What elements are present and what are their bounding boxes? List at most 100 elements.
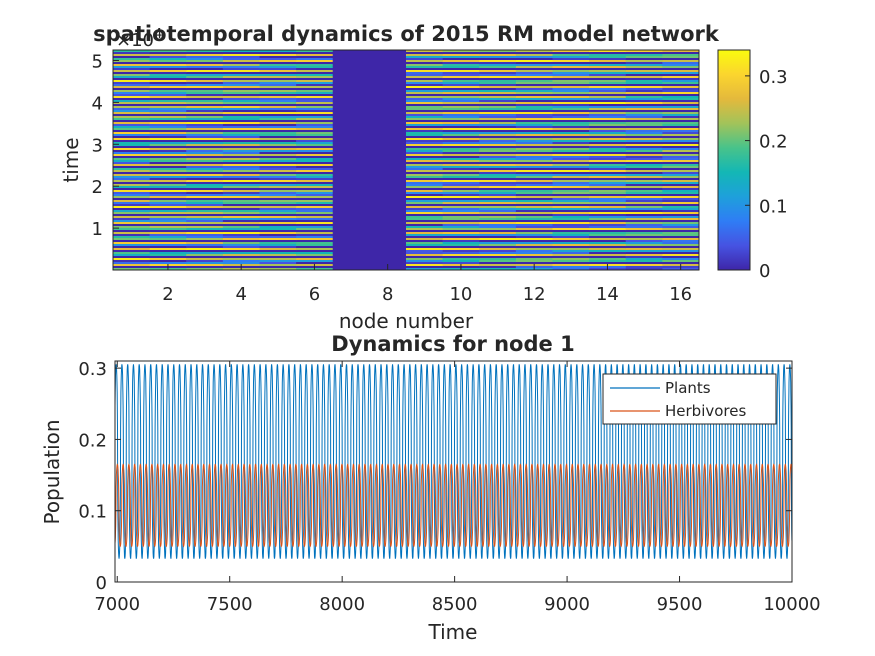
heatmap-cell (149, 236, 187, 239)
heatmap-cell (296, 130, 334, 133)
heatmap-cell (589, 74, 627, 77)
heatmap-cell (296, 194, 334, 197)
heatmap-cell (442, 238, 480, 241)
heatmap-cell (113, 212, 151, 215)
heatmap-cell (259, 250, 297, 253)
heatmap-cell (589, 70, 627, 73)
heatmap-cell (406, 84, 444, 87)
heatmap-cell (113, 154, 151, 157)
heatmap-cell (552, 138, 590, 141)
heatmap-cell (186, 116, 224, 119)
heatmap-cell (479, 76, 517, 79)
heatmap-cell (479, 206, 517, 209)
heatmap-cell (149, 208, 187, 211)
heatmap-cell (296, 188, 334, 191)
heatmap-cell (625, 238, 663, 241)
heatmap-cell (442, 88, 480, 91)
heatmap-cell (515, 240, 553, 243)
heatmap-cell (113, 220, 151, 223)
heatmap-cell (369, 76, 407, 79)
heatmap-cell (332, 254, 370, 257)
heatmap-cell (149, 68, 187, 71)
heatmap-cell (625, 204, 663, 207)
heatmap-cell (296, 156, 334, 159)
heatmap-cell (332, 58, 370, 61)
heatmap-cell (406, 58, 444, 61)
heatmap-cell (479, 170, 517, 173)
heatmap-cell (515, 88, 553, 91)
heatmap-cell (406, 88, 444, 91)
heatmap-cell (113, 102, 151, 105)
heatmap-cell (479, 86, 517, 89)
heatmap-cell (332, 166, 370, 169)
heatmap-cell (515, 156, 553, 159)
heatmap-cell (625, 56, 663, 59)
heatmap-cell (625, 62, 663, 65)
heatmap-cell (149, 126, 187, 129)
heatmap-cell (296, 52, 334, 55)
heatmap-cell (186, 94, 224, 97)
heatmap-cell (662, 156, 700, 159)
heatmap-cell (332, 78, 370, 81)
heatmap-cell (113, 112, 151, 115)
heatmap-cell (625, 212, 663, 215)
heatmap-cell (662, 162, 700, 165)
heatmap-cell (406, 76, 444, 79)
heatmap-cell (406, 104, 444, 107)
heatmap-cell (589, 260, 627, 263)
heatmap-cell (625, 264, 663, 267)
heatmap-cell (625, 148, 663, 151)
heatmap-cell (113, 268, 151, 271)
heatmap-cell (259, 204, 297, 207)
heatmap-cell (186, 234, 224, 237)
heatmap-cell (113, 94, 151, 97)
heatmap-cell (113, 222, 151, 225)
heatmap-cell (589, 52, 627, 55)
heatmap-cell (479, 70, 517, 73)
heatmap-cell (442, 82, 480, 85)
heatmap-cell (149, 52, 187, 55)
heatmap-y-label: time (59, 137, 83, 182)
heatmap-cell (479, 136, 517, 139)
heatmap-cell (406, 56, 444, 59)
heatmap-cell (589, 142, 627, 145)
heatmap-cell (186, 160, 224, 163)
heatmap-cell (406, 250, 444, 253)
heatmap-cell (369, 258, 407, 261)
heatmap-cell (332, 240, 370, 243)
heatmap-cell (332, 264, 370, 267)
heatmap-cell (369, 132, 407, 135)
heatmap-cell (406, 132, 444, 135)
heatmap-cell (442, 246, 480, 249)
heatmap-cell (332, 214, 370, 217)
heatmap-cell (406, 174, 444, 177)
heatmap-cell (369, 192, 407, 195)
heatmap-cell (332, 108, 370, 111)
heatmap-cell (589, 84, 627, 87)
heatmap-cell (186, 252, 224, 255)
heatmap-cell (589, 106, 627, 109)
heatmap-cell (552, 218, 590, 221)
heatmap-cell (625, 108, 663, 111)
heatmap-cell (186, 140, 224, 143)
heatmap-cell (479, 124, 517, 127)
heatmap-cell (479, 238, 517, 241)
heatmap-cell (442, 78, 480, 81)
heatmap-cell (552, 142, 590, 145)
heatmap-cell (552, 152, 590, 155)
heatmap-cell (406, 134, 444, 137)
heatmap-cell (222, 238, 260, 241)
line-x-tick-label: 7500 (207, 594, 253, 615)
heatmap-cell (296, 90, 334, 93)
heatmap-cell (332, 62, 370, 65)
heatmap-cell (296, 182, 334, 185)
heatmap-cell (332, 106, 370, 109)
heatmap-cell (369, 242, 407, 245)
heatmap-cell (259, 230, 297, 233)
heatmap-cell (442, 216, 480, 219)
heatmap-cell (296, 96, 334, 99)
heatmap-cell (369, 142, 407, 145)
heatmap-cell (589, 102, 627, 105)
heatmap-cell (332, 182, 370, 185)
heatmap-cell (369, 150, 407, 153)
